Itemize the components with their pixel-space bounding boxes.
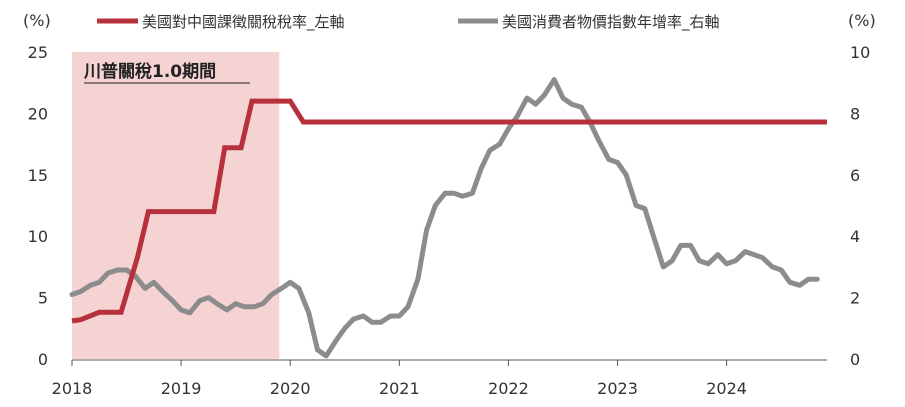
series-line-cpi	[69, 77, 820, 359]
right-tick-label: 6	[850, 166, 860, 185]
series-line-tariff	[71, 98, 827, 324]
left-axis-unit: (%)	[23, 11, 51, 30]
right-axis-ticks: 0 2 4 6 8 10	[850, 43, 870, 369]
left-tick-label: 0	[38, 350, 48, 369]
x-axis-ticks: 2018 2019 2020 2021 2022 2023 2024	[52, 360, 747, 398]
left-tick-label: 5	[38, 289, 48, 308]
right-tick-label: 8	[850, 104, 860, 123]
right-tick-label: 10	[850, 43, 870, 62]
x-tick-label: 2020	[270, 379, 311, 398]
x-tick-label: 2019	[161, 379, 202, 398]
x-tick-label: 2023	[597, 379, 638, 398]
x-tick-label: 2022	[488, 379, 529, 398]
x-tick-label: 2024	[706, 379, 747, 398]
left-tick-label: 20	[28, 104, 48, 123]
legend-label-cpi: 美國消費者物價指數年增率_右軸	[502, 13, 720, 32]
left-tick-label: 10	[28, 227, 48, 246]
right-axis-unit: (%)	[848, 11, 876, 30]
left-tick-label: 15	[28, 166, 48, 185]
right-tick-label: 2	[850, 289, 860, 308]
right-tick-label: 4	[850, 227, 860, 246]
x-tick-label: 2018	[52, 379, 93, 398]
right-tick-label: 0	[850, 350, 860, 369]
legend-label-tariff: 美國對中國課徵關稅稅率_左軸	[142, 13, 345, 32]
tariff-period-label: 川普關稅1.0期間	[83, 61, 216, 82]
left-tick-label: 25	[28, 43, 48, 62]
x-tick-label: 2021	[379, 379, 420, 398]
left-axis-ticks: 0 5 10 15 20 25	[28, 43, 48, 369]
